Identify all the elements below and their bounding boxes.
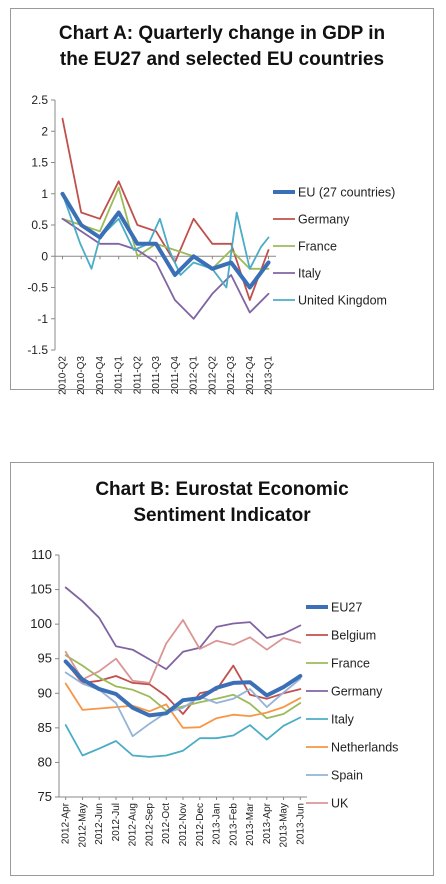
chart-a-title: Chart A: Quarterly change in GDP in the … xyxy=(11,21,433,73)
chart-a-legend-label: EU (27 countries) xyxy=(298,186,395,200)
chart-a-legend-label: France xyxy=(298,240,337,254)
chart-b-x-tick-label: 2013-May xyxy=(279,803,290,847)
chart-b-y-tick-label: 80 xyxy=(38,754,52,769)
chart-a-panel: Chart A: Quarterly change in GDP in the … xyxy=(10,8,434,395)
chart-b-series-line-uk xyxy=(64,619,302,684)
chart-b-x-tick-label: 2012-Nov xyxy=(178,803,189,846)
chart-b-x-tick-label: 2012-Sep xyxy=(144,803,155,847)
chart-b-x-tick-label: 2013-Apr xyxy=(262,802,273,844)
chart-b-panel: Chart B: Eurostat Economic Sentiment Ind… xyxy=(10,462,434,876)
chart-a-y-tick-label: 1 xyxy=(41,187,48,201)
chart-a-x-tick-label: 2012-Q4 xyxy=(245,356,256,395)
chart-a-legend-label: Italy xyxy=(298,267,322,281)
chart-a-y-tick-label: 1.5 xyxy=(31,156,48,170)
chart-b-x-tick-label: 2012-Apr xyxy=(61,802,72,844)
chart-b-title-line-1: Chart B: Eurostat Economic xyxy=(95,479,349,500)
chart-a-series-line-eu-27-countries- xyxy=(60,191,271,290)
chart-a-legend-label: Germany xyxy=(298,213,350,227)
chart-a-y-tick-label: 2.5 xyxy=(31,93,48,107)
chart-b-legend-label: UK xyxy=(331,797,349,811)
chart-b-series-line-spain xyxy=(64,671,302,738)
chart-b-y-tick-label: 85 xyxy=(38,720,52,735)
chart-b-legend-label: EU27 xyxy=(331,601,362,615)
chart-a-series-line-france xyxy=(61,186,270,270)
chart-b-y-tick-label: 95 xyxy=(38,651,52,666)
chart-a-series-line-united-kingdom xyxy=(61,192,270,289)
chart-b-series-line-belgium xyxy=(64,661,302,715)
chart-a-x-tick-label: 2011-Q2 xyxy=(132,356,143,395)
chart-b-y-tick-label: 100 xyxy=(30,616,52,631)
chart-b-x-tick-label: 2012-Aug xyxy=(128,803,139,846)
chart-a-x-tick-label: 2010-Q3 xyxy=(76,356,87,395)
chart-b-x-tick-label: 2012-Oct xyxy=(161,803,172,844)
chart-a-x-tick-label: 2012-Q1 xyxy=(189,356,200,395)
chart-b-legend-label: Germany xyxy=(331,685,383,699)
chart-b-title: Chart B: Eurostat Economic Sentiment Ind… xyxy=(11,477,433,529)
chart-a-svg: 2.5 2 1.5 1 0.5 0 -0.5 -1 -1.5 2010-Q2 2010-Q3 2010… xyxy=(27,93,395,395)
chart-b-x-tick-label: 2012-Dec xyxy=(195,803,206,846)
chart-b-x-tick-label: 2013-Jun xyxy=(295,803,306,845)
chart-a-x-tick-label: 2011-Q3 xyxy=(151,356,162,395)
chart-a-y-tick-label: 2 xyxy=(41,124,48,138)
chart-a-legend-label: United Kingdom xyxy=(298,294,387,308)
chart-a-title-line-1: Chart A: Quarterly change in GDP in xyxy=(58,23,386,44)
chart-a-y-tick-label: 0 xyxy=(41,249,48,263)
chart-a-series-line-italy xyxy=(61,217,270,320)
chart-a-x-tick-label: 2010-Q4 xyxy=(95,356,106,395)
chart-b-x-tick-label: 2012-Jul xyxy=(111,803,122,841)
chart-b-legend-label: Italy xyxy=(331,713,355,727)
chart-b-x-tick-label: 2013-Jan xyxy=(212,803,223,845)
chart-b-series-line-netherlands xyxy=(64,682,302,729)
chart-b-title-line-2: Sentiment Indicator xyxy=(133,505,311,526)
chart-b-x-tick-label: 2013-Feb xyxy=(228,803,239,846)
chart-a-x-tick-label: 2011-Q1 xyxy=(114,356,125,395)
chart-a-x-tick-label: 2012-Q2 xyxy=(207,356,218,395)
chart-a-y-tick-label: -1.5 xyxy=(27,343,48,357)
chart-a-y-tick-label: 0.5 xyxy=(31,218,48,232)
chart-b-legend-label: Belgium xyxy=(331,629,376,643)
chart-a-x-tick-label: 2012-Q3 xyxy=(226,356,237,395)
chart-b-x-tick-label: 2013-Mar xyxy=(245,802,256,845)
chart-a-x-tick-label: 2011-Q4 xyxy=(170,356,181,395)
chart-b-x-tick-label: 2012-Jun xyxy=(94,803,105,845)
chart-a-y-tick-label: -0.5 xyxy=(27,281,48,295)
chart-b-svg: 110 105 100 95 90 85 80 75 2012-Apr 2012-May 2012-… xyxy=(30,547,398,847)
chart-b-legend-label: France xyxy=(331,657,370,671)
chart-b-legend-label: Netherlands xyxy=(331,741,398,755)
chart-a-title-line-2: the EU27 and selected EU countries xyxy=(59,49,385,70)
chart-a-x-tick-label: 2010-Q2 xyxy=(57,356,68,395)
chart-b-y-tick-label: 110 xyxy=(31,547,52,562)
chart-b-series-line-eu27 xyxy=(63,659,303,718)
chart-b-legend-label: Spain xyxy=(331,769,363,783)
chart-b-series-line-italy xyxy=(64,716,302,758)
chart-a-x-tick-label: 2013-Q1 xyxy=(264,356,275,395)
chart-b-y-tick-label: 75 xyxy=(38,789,52,804)
chart-b-x-tick-label: 2012-May xyxy=(77,803,88,847)
chart-b-y-tick-label: 105 xyxy=(30,582,52,597)
chart-a-y-tick-label: -1 xyxy=(37,312,48,326)
chart-b-series-line-germany xyxy=(64,586,302,671)
chart-b-y-tick-label: 90 xyxy=(38,685,52,700)
